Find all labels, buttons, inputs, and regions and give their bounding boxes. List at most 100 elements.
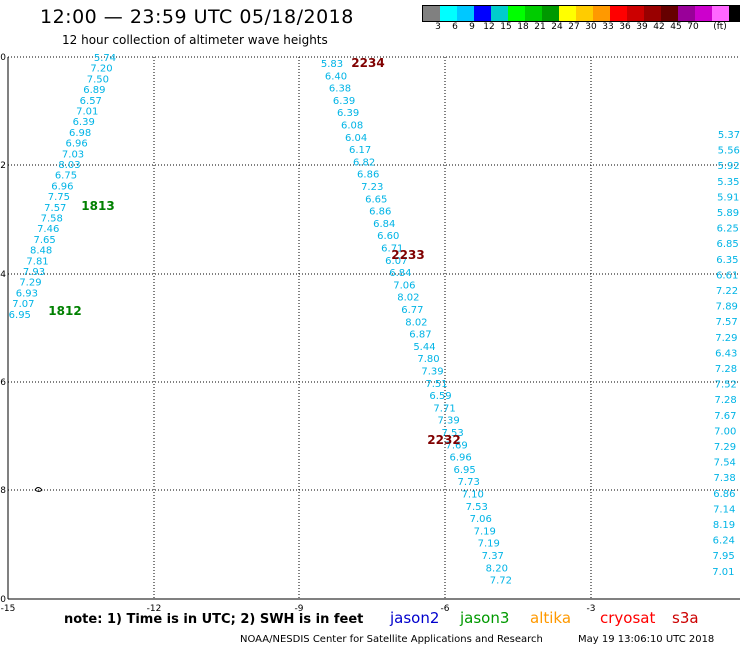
wave-height-value: 7.52 bbox=[715, 380, 737, 391]
wave-height-value: 6.77 bbox=[401, 305, 423, 316]
wave-height-value: 7.71 bbox=[433, 403, 455, 414]
legend-label: 9 bbox=[469, 22, 475, 32]
wave-height-value: 6.25 bbox=[717, 224, 739, 235]
generated-timestamp: May 19 13:06:10 UTC 2018 bbox=[578, 634, 715, 645]
y-tick-label: -8 bbox=[0, 486, 6, 496]
legend-swatch bbox=[440, 6, 457, 21]
y-tick-label: -4 bbox=[0, 270, 6, 280]
wave-height-value: 6.60 bbox=[377, 231, 399, 242]
wave-height-value: 6.71 bbox=[381, 244, 403, 255]
legend-swatch bbox=[678, 6, 695, 21]
x-tick-label: -15 bbox=[1, 604, 16, 614]
wave-height-value: 7.01 bbox=[712, 567, 734, 578]
legend-swatch bbox=[474, 6, 491, 21]
legend-swatch bbox=[508, 6, 525, 21]
x-tick-label: -6 bbox=[441, 604, 450, 614]
wave-height-value: 6.75 bbox=[55, 171, 77, 182]
wave-height-value: 6.98 bbox=[69, 128, 91, 139]
wave-height-value: 7.69 bbox=[445, 440, 467, 451]
x-tick-label: -12 bbox=[147, 604, 162, 614]
satellite-label: cryosat bbox=[600, 609, 656, 627]
wave-height-value: 6.86 bbox=[369, 207, 391, 218]
wave-height-value: 6.95 bbox=[454, 465, 476, 476]
wave-height-value: 6.35 bbox=[716, 255, 738, 266]
wave-height-value: 7.73 bbox=[458, 477, 480, 488]
wave-height-value: 7.50 bbox=[87, 74, 109, 85]
wave-height-value: 7.57 bbox=[715, 317, 737, 328]
wave-height-value: 6.84 bbox=[389, 268, 411, 279]
legend-swatch bbox=[644, 6, 661, 21]
wave-height-value: 6.96 bbox=[450, 453, 472, 464]
wave-height-value: 6.39 bbox=[333, 96, 355, 107]
legend-label: 33 bbox=[602, 22, 614, 32]
x-tick-label: -9 bbox=[295, 604, 304, 614]
wave-height-value: 7.95 bbox=[712, 551, 734, 562]
legend-label: 42 bbox=[653, 22, 665, 32]
wave-height-value: 7.54 bbox=[714, 458, 736, 469]
wave-height-value: 6.39 bbox=[337, 108, 359, 119]
wave-height-value: 8.02 bbox=[405, 317, 427, 328]
pass-time-label: 2233 bbox=[391, 248, 424, 262]
wave-height-value: 7.00 bbox=[714, 426, 736, 437]
wave-height-value: 5.56 bbox=[718, 146, 740, 157]
y-tick-label: 0 bbox=[0, 53, 6, 63]
wave-height-value: 7.06 bbox=[470, 514, 492, 525]
legend-label: 21 bbox=[534, 22, 546, 32]
wave-height-value: 5.37 bbox=[718, 130, 740, 141]
legend-label: 3 bbox=[435, 22, 441, 32]
wave-height-value: 7.46 bbox=[37, 224, 59, 235]
color-legend bbox=[422, 5, 740, 22]
wave-height-value: 6.04 bbox=[345, 133, 367, 144]
y-tick-label: -2 bbox=[0, 161, 6, 171]
wave-height-value: 6.65 bbox=[365, 194, 387, 205]
wave-height-value: 7.28 bbox=[714, 395, 736, 406]
wave-height-value: 5.44 bbox=[413, 342, 435, 353]
wave-height-value: 7.38 bbox=[713, 473, 735, 484]
legend-swatch bbox=[423, 6, 440, 21]
wave-height-value: 7.57 bbox=[44, 203, 66, 214]
land-outline bbox=[34, 487, 43, 492]
wave-height-value: 7.37 bbox=[482, 551, 504, 562]
legend-swatch bbox=[491, 6, 508, 21]
wave-height-value: 6.86 bbox=[357, 170, 379, 181]
wave-height-value: 6.82 bbox=[353, 157, 375, 168]
x-tick-label: -3 bbox=[587, 604, 596, 614]
wave-height-value: 6.95 bbox=[9, 310, 31, 321]
color-legend-labels: 3 6 9 12 15 18 21 24 27 30 33 36 39 42 45 70 (ft) bbox=[422, 22, 740, 34]
wave-height-value: 6.85 bbox=[716, 239, 738, 250]
satellite-label: jason3 bbox=[460, 609, 510, 627]
wave-height-value: 5.92 bbox=[717, 161, 739, 172]
wave-height-value: 6.57 bbox=[80, 96, 102, 107]
wave-height-value: 6.07 bbox=[385, 256, 407, 267]
wave-height-value: 7.53 bbox=[466, 502, 488, 513]
wave-height-value: 6.89 bbox=[83, 85, 105, 96]
wave-height-value: 7.29 bbox=[715, 333, 737, 344]
wave-height-value: 7.51 bbox=[425, 379, 447, 390]
wave-height-value: 7.06 bbox=[393, 280, 415, 291]
wave-height-value: 6.87 bbox=[409, 330, 431, 341]
wave-height-value: 6.24 bbox=[713, 536, 735, 547]
wave-height-value: 7.75 bbox=[48, 192, 70, 203]
wave-height-value: 8.19 bbox=[713, 520, 735, 531]
legend-label: 39 bbox=[636, 22, 648, 32]
legend-label: 30 bbox=[585, 22, 597, 32]
wave-height-value: 6.61 bbox=[716, 270, 738, 281]
legend-swatch bbox=[729, 6, 740, 21]
wave-height-value: 6.38 bbox=[329, 84, 351, 95]
pass-time-label: 1813 bbox=[81, 199, 114, 213]
wave-height-value: 7.89 bbox=[716, 302, 738, 313]
wave-height-value: 7.23 bbox=[361, 182, 383, 193]
y-tick-label: -6 bbox=[0, 378, 6, 388]
legend-swatch bbox=[457, 6, 474, 21]
wave-height-value: 6.59 bbox=[429, 391, 451, 402]
legend-swatch bbox=[576, 6, 593, 21]
wave-height-value: 7.81 bbox=[26, 256, 48, 267]
wave-height-value: 7.19 bbox=[478, 539, 500, 550]
legend-label: 36 bbox=[619, 22, 631, 32]
legend-label: 45 bbox=[670, 22, 682, 32]
wave-height-value: 6.96 bbox=[65, 139, 87, 150]
wave-height-value: 6.40 bbox=[325, 71, 347, 82]
wave-height-value: 7.20 bbox=[90, 64, 112, 75]
page-subtitle: 12 hour collection of altimeter wave hei… bbox=[62, 33, 328, 47]
